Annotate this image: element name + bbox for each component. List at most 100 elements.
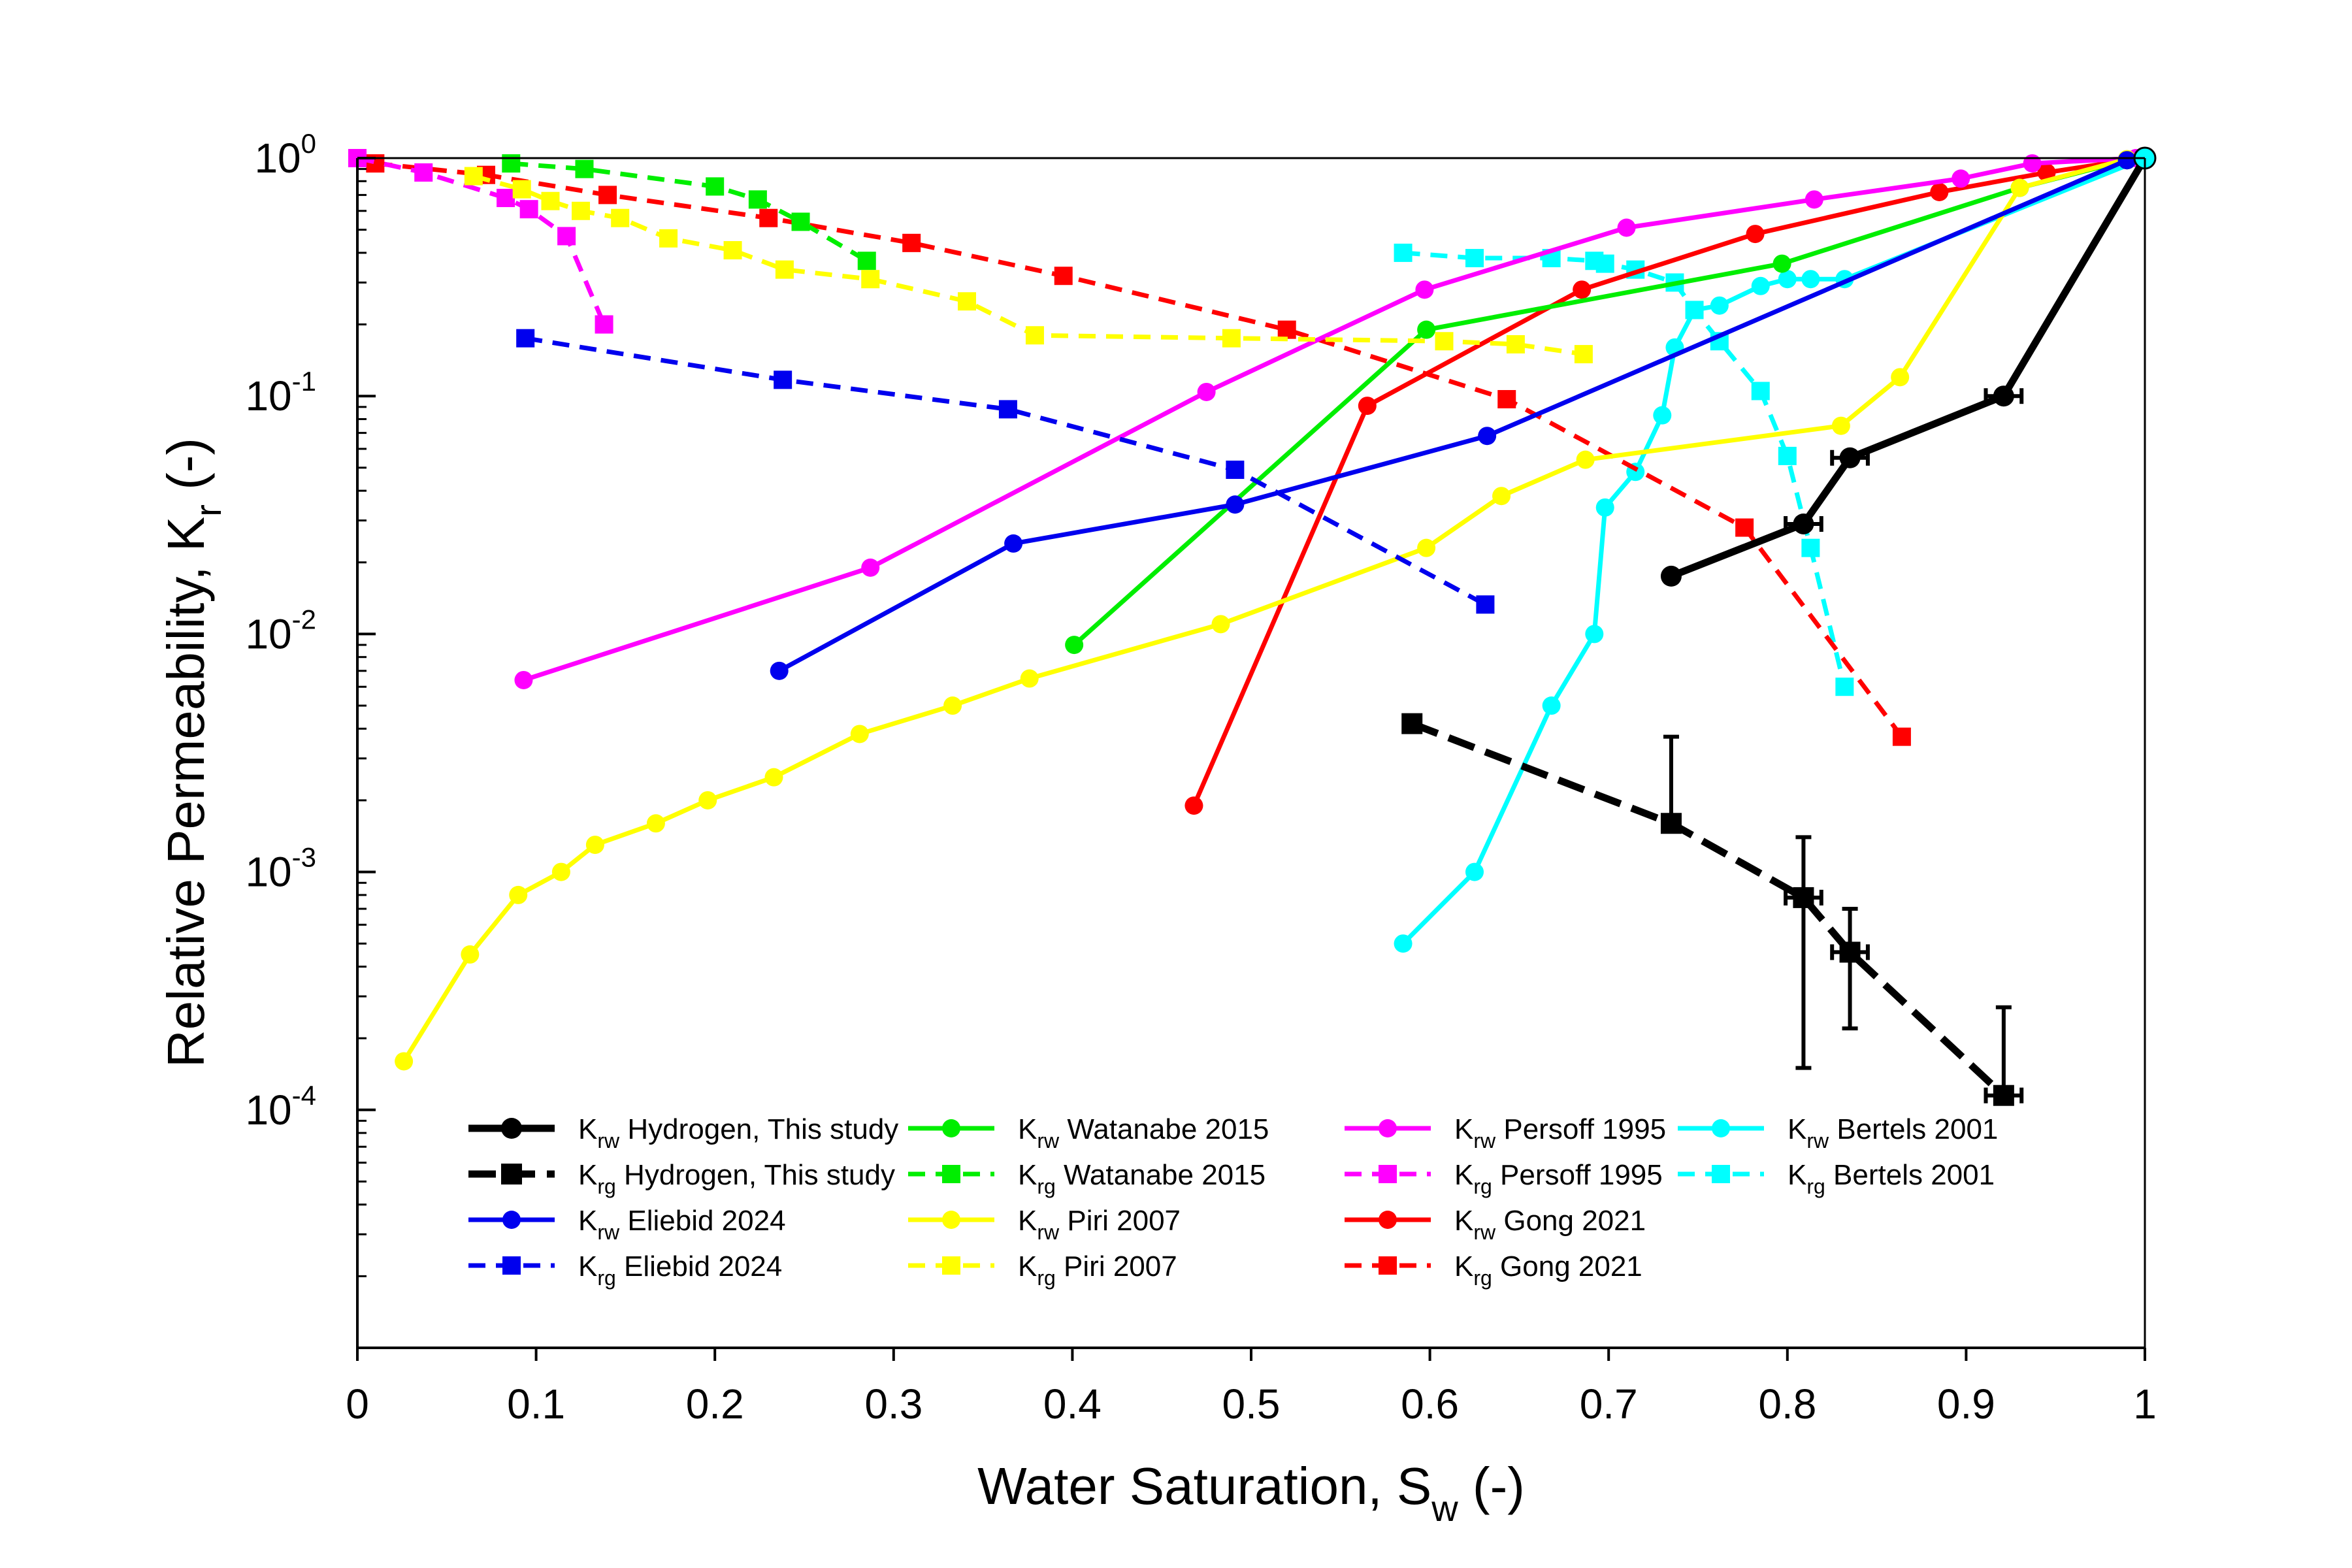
data-point (1831, 416, 1850, 435)
data-point (775, 260, 794, 279)
legend-marker (1379, 1256, 1397, 1275)
data-point (1617, 218, 1636, 237)
data-point (1685, 301, 1704, 319)
x-axis-label: Water Saturation, Sw (-) (977, 1457, 1525, 1529)
legend-item-krg-bertels: Krg Bertels 2001 (1678, 1159, 1995, 1198)
data-point (1542, 696, 1561, 715)
data-point (1226, 495, 1245, 514)
data-point (1417, 538, 1436, 557)
data-point (1478, 427, 1497, 446)
legend-label: Krw Hydrogen, This study (578, 1113, 898, 1152)
data-point (1805, 190, 1823, 209)
data-point (1778, 270, 1797, 289)
legend-item-krw-gong: Krw Gong 2021 (1345, 1205, 1646, 1244)
y-tick-label: 10-2 (245, 604, 316, 657)
data-point (1492, 487, 1511, 506)
data-point (1358, 397, 1377, 416)
data-point (1025, 326, 1044, 345)
series-line-krg-h2 (1411, 720, 2006, 1098)
data-point (1465, 249, 1484, 268)
data-point (414, 163, 433, 182)
x-tick-label: 0.5 (1222, 1380, 1281, 1428)
data-point (1184, 796, 1203, 815)
data-point (774, 370, 792, 389)
data-point (1772, 254, 1791, 273)
data-point (1065, 636, 1084, 655)
data-point (541, 191, 560, 210)
legend-marker (942, 1119, 960, 1137)
data-point (1793, 887, 1814, 908)
y-tick-label: 10-4 (245, 1080, 316, 1134)
legend-label: Krw Piri 2007 (1018, 1205, 1181, 1244)
data-point (1576, 450, 1595, 469)
data-point (2037, 163, 2056, 182)
data-point (1417, 320, 1436, 339)
series-krg-watanabe (502, 154, 876, 270)
data-point (1930, 182, 1949, 201)
data-point (572, 201, 590, 220)
data-point (770, 661, 789, 680)
legend-marker (501, 1164, 522, 1184)
x-tick-label: 0.1 (507, 1380, 565, 1428)
plot-area (348, 146, 2157, 1348)
legend-marker (1379, 1165, 1397, 1183)
legend-marker (942, 1256, 960, 1275)
series-krw-gong (1184, 151, 2136, 815)
data-point (461, 945, 480, 964)
legend-marker (1379, 1211, 1397, 1229)
legend-item-krw-piri: Krw Piri 2007 (908, 1205, 1181, 1244)
data-point (516, 329, 535, 348)
data-point (575, 159, 594, 178)
series-line-krg-eliebid (525, 336, 1487, 607)
legend: Krw Hydrogen, This study Krg Hydrogen, Th… (468, 1113, 1998, 1290)
data-point (857, 252, 876, 270)
data-point (611, 208, 630, 227)
legend-marker (502, 1211, 521, 1229)
legend-marker (1712, 1165, 1730, 1183)
data-point (861, 558, 880, 577)
data-point (1653, 406, 1672, 425)
data-point (1465, 862, 1484, 881)
legend-label: Krg Hydrogen, This study (578, 1159, 895, 1198)
data-point (1839, 941, 1861, 963)
data-point (1497, 390, 1516, 409)
data-point (1435, 332, 1454, 351)
data-point (1993, 385, 2014, 407)
data-point (1004, 534, 1023, 553)
data-point (957, 292, 976, 311)
data-point (1793, 513, 1814, 534)
data-point (998, 400, 1017, 419)
legend-label: Krg Bertels 2001 (1788, 1159, 1995, 1198)
legend-label: Krg Watanabe 2015 (1018, 1159, 1266, 1198)
y-axis-label: Relative Permeability, Kr (-) (157, 438, 229, 1068)
y-tick-label: 100 (254, 128, 316, 182)
data-point (902, 233, 921, 252)
data-point (2117, 151, 2136, 170)
data-point (861, 270, 880, 289)
legend-marker (942, 1165, 960, 1183)
data-point (1211, 615, 1230, 634)
data-point (1415, 280, 1434, 299)
data-point (723, 241, 742, 260)
data-point (646, 814, 665, 833)
data-point (1746, 225, 1765, 244)
data-point (598, 186, 617, 204)
data-point (1835, 678, 1854, 696)
data-point (595, 315, 613, 334)
data-point (1054, 267, 1073, 286)
series-krg-piri (464, 167, 1593, 364)
data-point (659, 229, 678, 248)
data-point (706, 177, 725, 196)
x-tick-label: 0.6 (1401, 1380, 1459, 1428)
x-tick-label: 1 (2133, 1380, 2157, 1428)
legend-item-krg-h2: Krg Hydrogen, This study (468, 1159, 895, 1198)
data-point (1660, 813, 1682, 834)
data-point (512, 180, 531, 199)
legend-item-krw-persoff: Krw Persoff 1995 (1345, 1113, 1666, 1152)
legend-label: Krg Persoff 1995 (1454, 1159, 1663, 1198)
plot-background (357, 158, 2145, 1348)
data-point (1573, 280, 1592, 299)
data-point (464, 167, 483, 186)
data-point (698, 791, 717, 809)
